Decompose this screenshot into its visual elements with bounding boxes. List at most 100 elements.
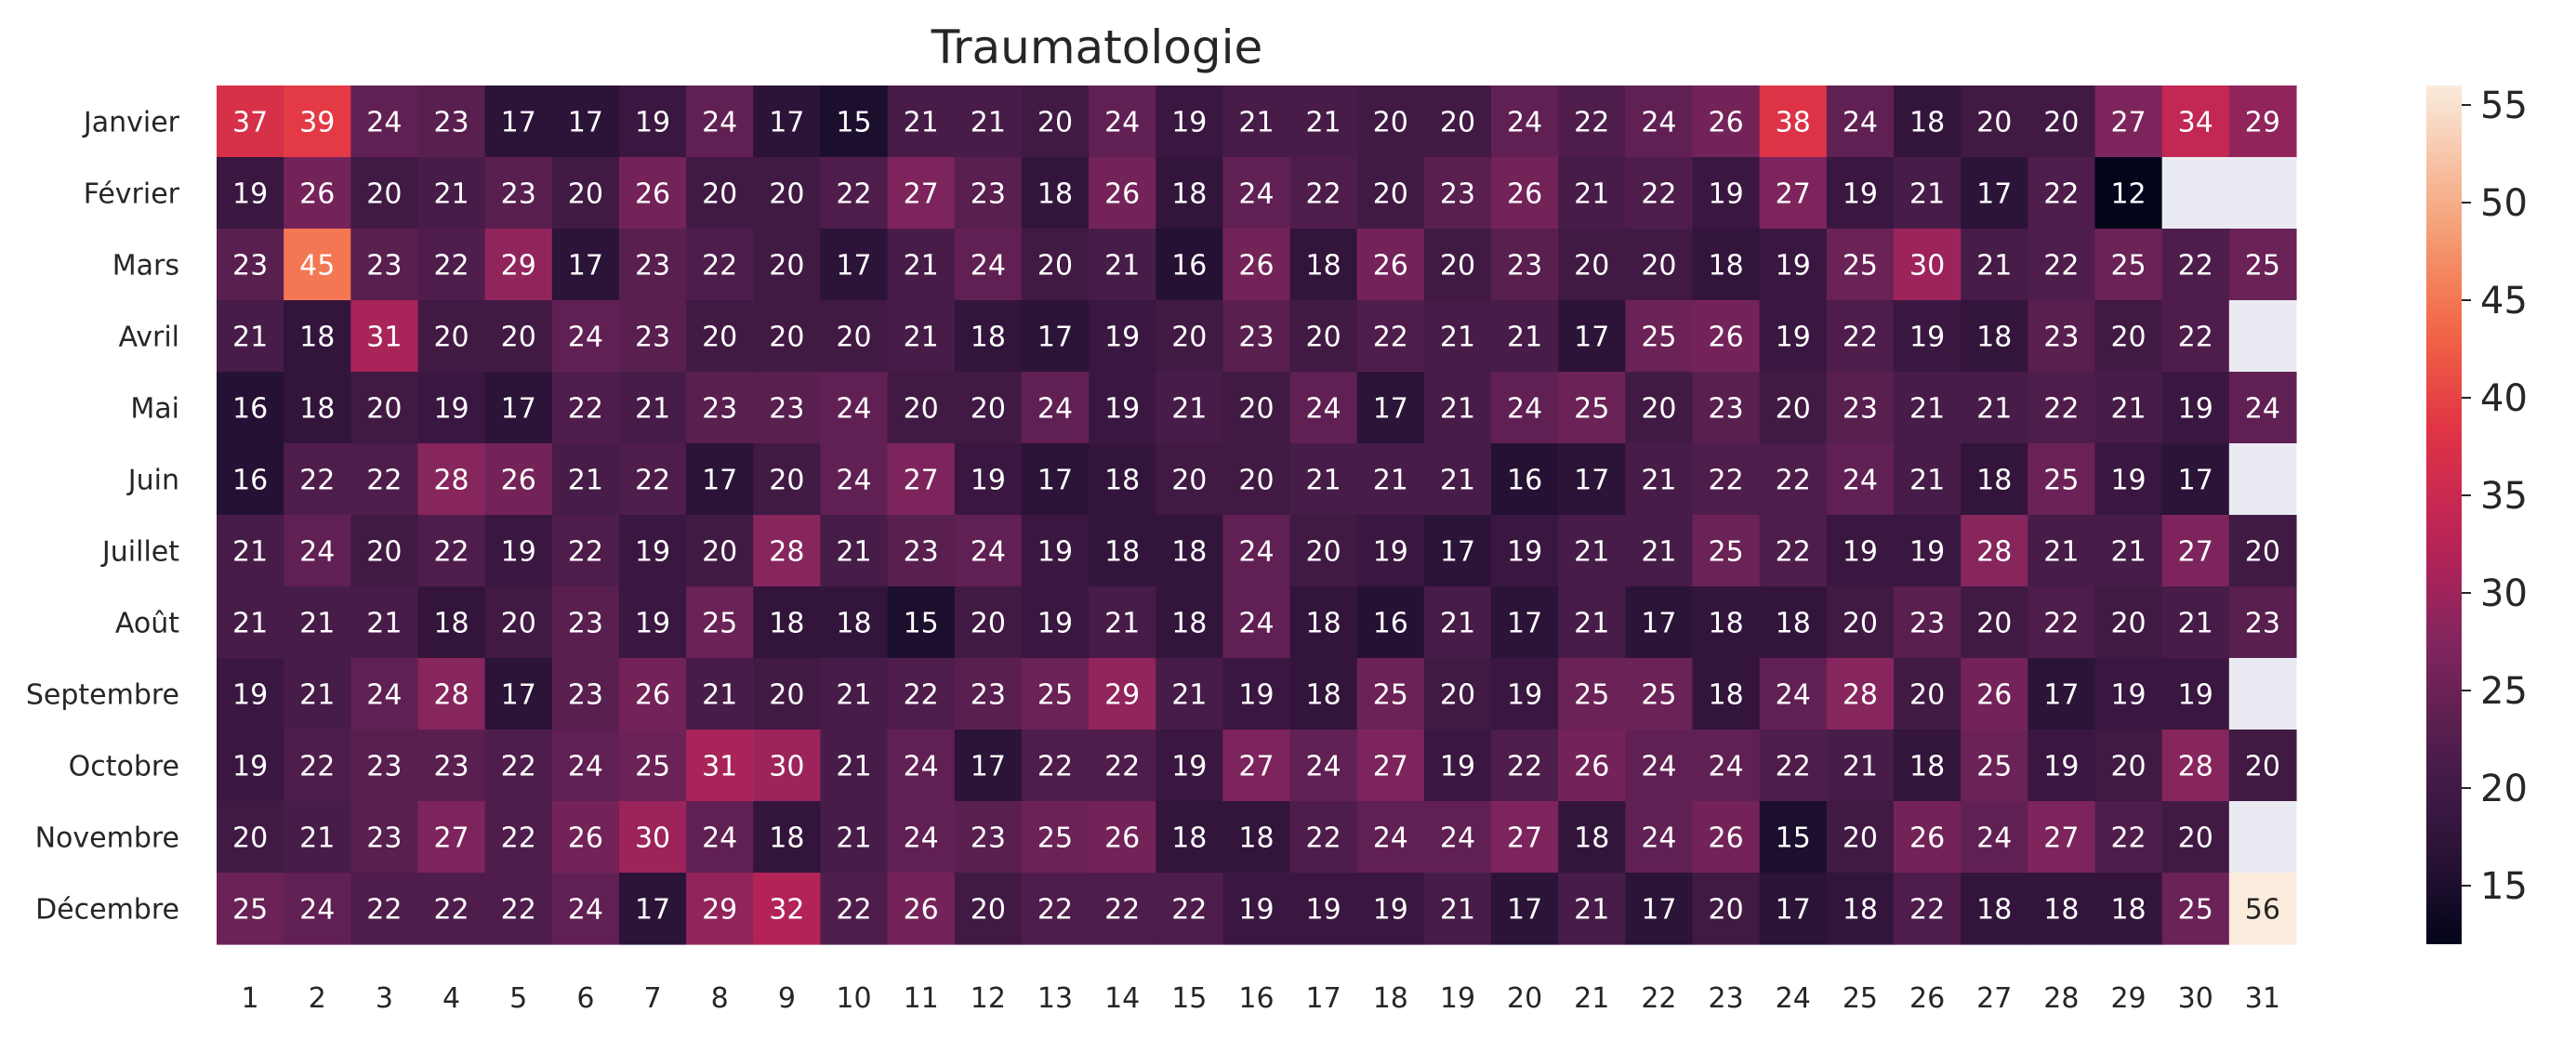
heatmap-cell <box>2228 443 2297 516</box>
heatmap-cell <box>1826 372 1895 444</box>
cell-value-label: 24 <box>1843 465 1878 497</box>
heatmap-cell <box>551 372 620 444</box>
heatmap-cell <box>618 443 687 516</box>
cell-value-label: 19 <box>1373 894 1408 927</box>
heatmap-cell <box>1759 85 1828 158</box>
heatmap-cell <box>1961 873 2028 945</box>
heatmap-cell <box>1156 658 1223 730</box>
heatmap-cell <box>484 730 553 802</box>
heatmap-cell <box>1289 443 1358 516</box>
cell-value-label: 21 <box>971 107 1006 139</box>
heatmap-cell <box>887 873 956 945</box>
column-label: 20 <box>1507 982 1542 1015</box>
cell-value-label: 25 <box>2245 250 2280 283</box>
cell-value-label: 22 <box>568 536 603 569</box>
cell-value-label: 25 <box>2178 894 2213 927</box>
cell-value-label: 21 <box>1909 465 1945 497</box>
cell-value-label: 18 <box>1709 608 1744 640</box>
cell-value-label: 21 <box>1909 178 1945 211</box>
heatmap-cell <box>1222 515 1291 587</box>
cell-value-label: 22 <box>2110 822 2146 855</box>
cell-value-label: 24 <box>1843 107 1878 139</box>
heatmap-cell <box>887 372 956 444</box>
cell-value-label: 20 <box>1171 322 1207 354</box>
cell-value-label: 21 <box>232 536 268 569</box>
cell-value-label: 24 <box>1037 393 1073 426</box>
row-label: Décembre <box>35 894 179 927</box>
heatmap-cell <box>1491 157 1559 230</box>
cell-value-label: 38 <box>1776 107 1811 139</box>
cell-value-label: 23 <box>433 751 469 783</box>
row-labels: Janvier Février Mars Avril Mai Juin Juillet Aoû… <box>26 107 180 927</box>
heatmap-cell <box>1558 372 1626 444</box>
heatmap-cell <box>1156 873 1223 945</box>
cell-value-label: 19 <box>1909 322 1945 354</box>
heatmap-cell <box>1089 300 1156 373</box>
cell-value-label: 23 <box>501 178 536 211</box>
cell-value-label: 23 <box>904 536 939 569</box>
cell-value-label: 21 <box>1440 894 1475 927</box>
cell-value-label: 18 <box>1709 250 1744 283</box>
cell-value-label: 18 <box>1306 679 1341 712</box>
heatmap-cell <box>284 300 351 373</box>
column-label: 11 <box>904 982 939 1015</box>
cell-value-label: 27 <box>1373 751 1408 783</box>
heatmap-cell <box>820 300 889 373</box>
heatmap-cell <box>1625 85 1694 158</box>
cell-value-label: 18 <box>1976 322 2012 354</box>
cell-value-label: 24 <box>1507 107 1542 139</box>
heatmap-cell <box>954 873 1023 945</box>
cell-value-label: 19 <box>1104 322 1140 354</box>
cell-value-label: 18 <box>1306 608 1341 640</box>
heatmap-cell <box>1826 586 1895 659</box>
heatmap-cell <box>1222 801 1291 874</box>
heatmap-cell <box>1826 300 1895 373</box>
column-label: 7 <box>643 982 661 1015</box>
cell-value-label: 19 <box>1171 107 1207 139</box>
cell-value-label: 18 <box>1306 250 1341 283</box>
heatmap-cell <box>1156 372 1223 444</box>
heatmap-cell <box>686 730 754 802</box>
heatmap-cell <box>753 586 822 659</box>
cell-value-label: 20 <box>1037 250 1073 283</box>
heatmap-cell <box>2028 801 2096 874</box>
heatmap-cell <box>1558 873 1626 945</box>
heatmap-cell <box>686 873 754 945</box>
heatmap-cell <box>1625 443 1694 516</box>
cell-value-label: 21 <box>2110 393 2146 426</box>
column-label: 31 <box>2245 982 2280 1015</box>
heatmap-cell <box>686 443 754 516</box>
cell-value-label: 21 <box>1843 751 1878 783</box>
heatmap-cell <box>1356 515 1425 587</box>
heatmap-cell <box>618 229 687 301</box>
cell-value-label: 34 <box>2178 107 2213 139</box>
cell-value-label: 27 <box>1238 751 1274 783</box>
cell-value-label: 27 <box>904 465 939 497</box>
cell-value-label: 20 <box>433 322 469 354</box>
heatmap-cell <box>484 443 553 516</box>
heatmap-cell <box>1289 730 1358 802</box>
column-label: 26 <box>1909 982 1945 1015</box>
cell-value-label: 20 <box>2178 822 2213 855</box>
heatmap-cell <box>484 85 553 158</box>
cell-value-label: 25 <box>2110 250 2146 283</box>
heatmap-cell <box>618 157 687 230</box>
heatmap-cell <box>820 730 889 802</box>
heatmap-cell <box>618 873 687 945</box>
cell-value-label: 18 <box>2110 894 2146 927</box>
cell-value-label: 17 <box>501 393 536 426</box>
heatmap-cell <box>284 658 351 730</box>
heatmap-cell <box>417 300 486 373</box>
heatmap-cell <box>1156 730 1223 802</box>
cell-value-label: 22 <box>1171 894 1207 927</box>
heatmap-cell <box>1089 515 1156 587</box>
row-label: Février <box>84 178 180 211</box>
row-label: Mars <box>112 250 179 283</box>
cell-value-label: 26 <box>635 679 670 712</box>
cell-value-label: 22 <box>1641 178 1676 211</box>
heatmap-cell <box>1222 157 1291 230</box>
heatmap-cell <box>1089 157 1156 230</box>
heatmap-cell <box>1156 443 1223 516</box>
cell-value-label: 21 <box>299 608 335 640</box>
heatmap-cell <box>2094 85 2163 158</box>
